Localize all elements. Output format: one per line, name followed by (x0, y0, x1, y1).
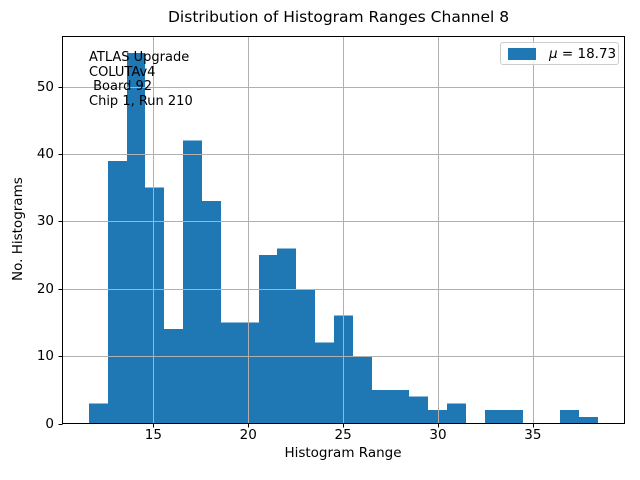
x-tick-label: 20 (239, 427, 257, 443)
y-tick-label: 0 (45, 415, 54, 432)
y-tick-label: 20 (36, 280, 54, 297)
mu-symbol: μ (549, 45, 558, 62)
x-axis-label: Histogram Range (284, 445, 402, 461)
y-tick-label: 30 (36, 213, 54, 230)
x-tick-label: 35 (524, 427, 542, 443)
y-tick-label: 40 (36, 146, 54, 163)
legend-label: μ = 18.73 (549, 46, 616, 62)
y-tick-label: 10 (36, 348, 54, 365)
annotation-line: Chip 1, Run 210 (89, 93, 193, 109)
legend-value: = 18.73 (557, 45, 617, 62)
annotation-line: Board 92 (89, 79, 153, 95)
legend-swatch (508, 47, 536, 60)
annotation-line: COLUTAv4 (89, 64, 156, 80)
chart-title: Distribution of Histogram Ranges Channel… (168, 8, 510, 26)
x-tick-label: 15 (144, 427, 162, 443)
y-tick-label: 50 (36, 78, 54, 95)
annotation-block: ATLAS Upgrade COLUTAv4 Board 92 Chip 1, … (89, 50, 193, 109)
x-tick-label: 30 (429, 427, 447, 443)
annotation-line: ATLAS Upgrade (89, 50, 190, 65)
legend-box: μ = 18.73 (500, 42, 619, 65)
x-tick-label: 25 (334, 427, 352, 443)
